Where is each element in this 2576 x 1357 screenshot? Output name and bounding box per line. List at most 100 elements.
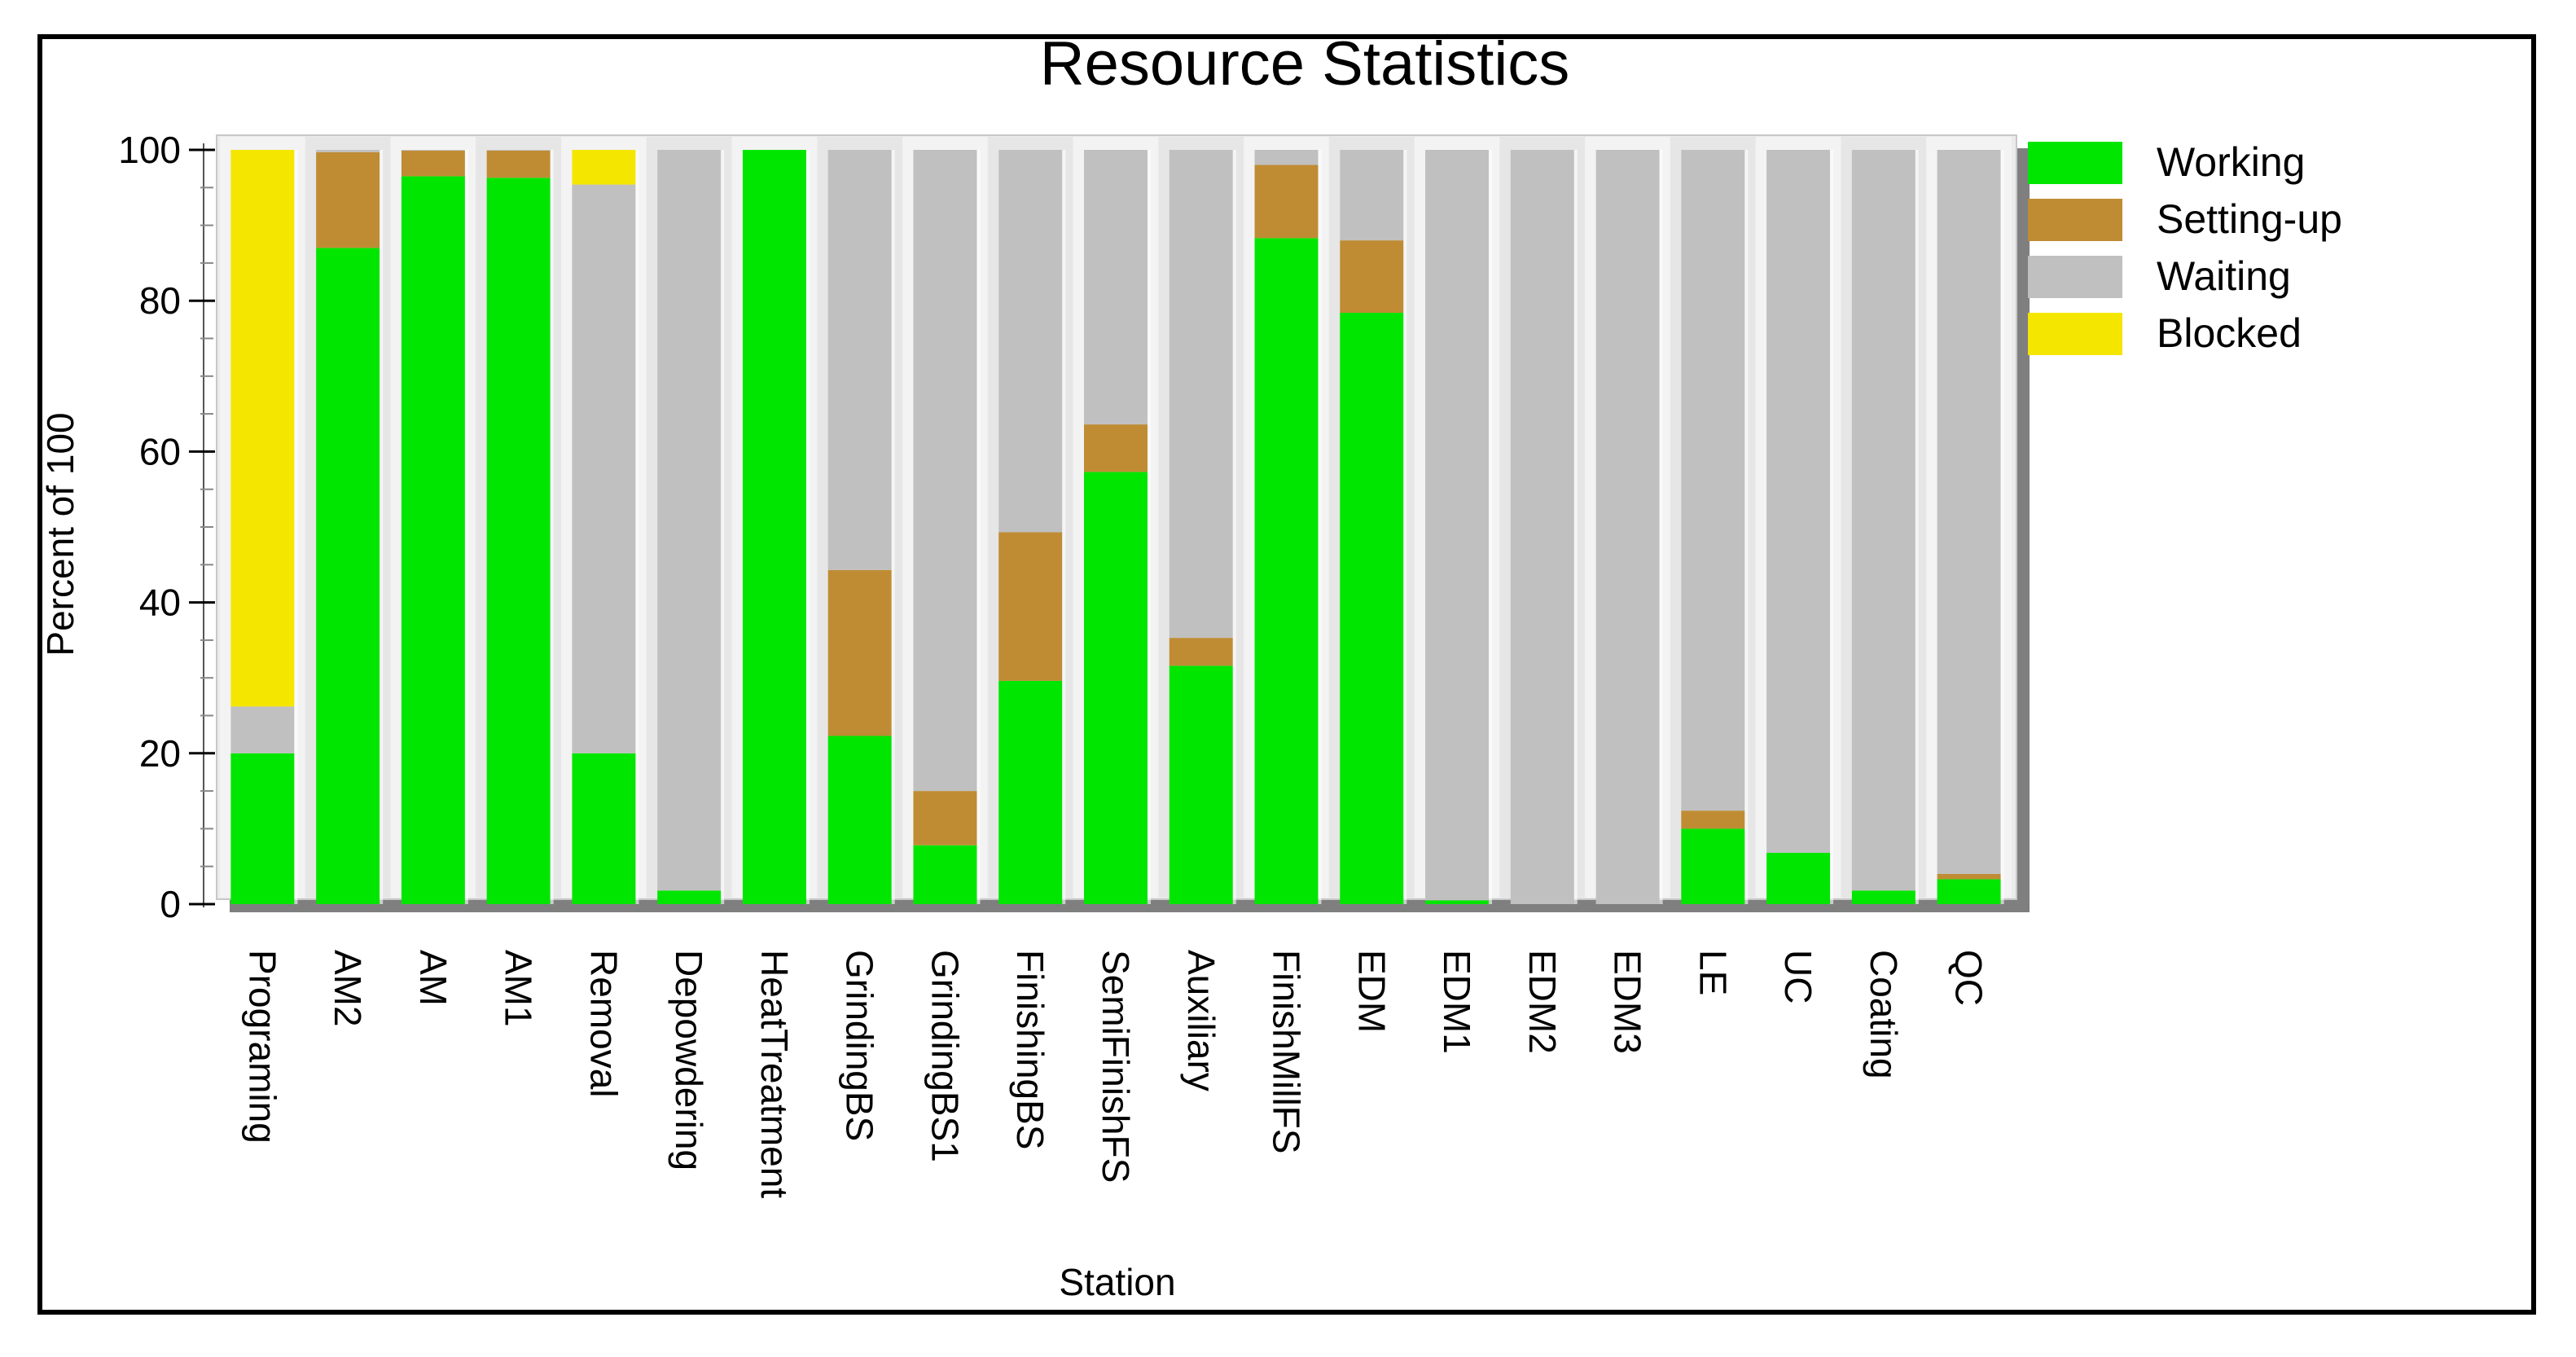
- legend-label-blocked: Blocked: [2157, 310, 2302, 356]
- legend-swatch-working: [2028, 142, 2122, 184]
- bar-working-am1: [486, 178, 551, 905]
- legend-label-waiting: Waiting: [2157, 253, 2291, 299]
- y-tick-label: 20: [139, 732, 181, 775]
- x-tick-label-programing: Programing: [241, 950, 283, 1144]
- bar-edge-coating: [1915, 150, 1919, 904]
- bar-edge-finishingbs: [1062, 150, 1066, 904]
- bar-waiting-removal: [572, 184, 636, 753]
- bar-waiting-auxiliary: [1169, 150, 1233, 639]
- y-tick-label: 100: [118, 129, 181, 171]
- bar-working-finishingbs: [998, 680, 1063, 904]
- bar-working-edm: [1340, 313, 1404, 904]
- bar-working-auxiliary: [1169, 665, 1233, 904]
- bar-setting-up-grindingbs: [827, 569, 892, 736]
- legend-swatch-waiting: [2028, 256, 2122, 298]
- legend-swatch-setting-up: [2028, 199, 2122, 241]
- bar-working-le: [1681, 828, 1745, 904]
- bar-setting-up-grindingbs1: [913, 791, 977, 845]
- x-tick-label-edm1: EDM1: [1436, 950, 1478, 1054]
- bar-working-heattreatment: [742, 150, 806, 904]
- x-tick-label-le: LE: [1692, 950, 1734, 995]
- bar-blocked-programing: [230, 150, 295, 707]
- bar-waiting-edm2: [1510, 150, 1574, 904]
- bar-working-finishmillfs: [1254, 238, 1319, 904]
- x-tick-label-am1: AM1: [498, 950, 540, 1027]
- bar-edge-am2: [380, 150, 384, 904]
- bar-edge-edm2: [1573, 150, 1578, 904]
- bar-waiting-finishmillfs: [1254, 150, 1319, 165]
- bar-waiting-uc: [1766, 150, 1831, 854]
- bar-working-depowdering: [657, 890, 722, 904]
- bar-blocked-removal: [572, 150, 636, 185]
- y-tick-label: 0: [160, 883, 181, 925]
- bar-edge-semifinishfs: [1148, 150, 1151, 904]
- bar-working-programing: [230, 753, 295, 904]
- bar-edge-uc: [1830, 150, 1834, 904]
- legend-swatch-blocked: [2028, 313, 2122, 355]
- bar-working-am: [401, 176, 465, 904]
- bar-setting-up-am: [401, 150, 465, 177]
- bar-edge-auxiliary: [1232, 150, 1236, 904]
- bar-edge-edm: [1403, 150, 1407, 904]
- bar-setting-up-finishmillfs: [1254, 165, 1319, 239]
- legend: Working Setting-up Waiting Blocked: [2028, 139, 2342, 356]
- x-tick-label-auxiliary: Auxiliary: [1180, 950, 1222, 1091]
- bar-edge-le: [1744, 150, 1749, 904]
- bar-edge-removal: [635, 150, 639, 904]
- bar-waiting-finishingbs: [998, 150, 1063, 533]
- bar-working-grindingbs: [827, 736, 892, 904]
- bar-waiting-edm3: [1595, 150, 1660, 904]
- bar-edge-qc: [2000, 150, 2004, 904]
- bar-edge-am1: [550, 150, 554, 904]
- bar-waiting-depowdering: [657, 150, 722, 891]
- bar-waiting-am1: [486, 150, 551, 151]
- x-axis-label: Station: [1059, 1261, 1175, 1303]
- x-tick-label-coating: Coating: [1863, 950, 1905, 1079]
- bar-working-uc: [1766, 853, 1831, 904]
- x-tick-label-removal: Removal: [582, 950, 625, 1098]
- y-tick-label: 80: [139, 279, 181, 322]
- bar-setting-up-qc: [1937, 873, 2001, 880]
- bar-working-edm1: [1425, 900, 1490, 904]
- y-tick-label: 60: [139, 430, 181, 472]
- x-tick-label-uc: UC: [1777, 950, 1819, 1003]
- bar-edge-edm3: [1659, 150, 1663, 904]
- bar-working-grindingbs1: [913, 845, 977, 904]
- bar-setting-up-edm: [1340, 240, 1404, 314]
- x-tick-label-edm3: EDM3: [1607, 950, 1649, 1054]
- x-tick-label-semifinishfs: SemiFinishFS: [1095, 950, 1137, 1183]
- bar-setting-up-auxiliary: [1169, 638, 1233, 666]
- bar-waiting-programing: [230, 706, 295, 753]
- bar-waiting-am2: [316, 150, 380, 152]
- bar-edge-finishmillfs: [1318, 150, 1322, 904]
- bar-setting-up-semifinishfs: [1084, 424, 1148, 472]
- plot-area: [216, 134, 2030, 912]
- x-tick-label-finishmillfs: FinishMillFS: [1266, 950, 1308, 1153]
- legend-label-working: Working: [2157, 139, 2305, 185]
- bar-edge-depowdering: [721, 150, 725, 904]
- x-tick-label-depowdering: Depowdering: [668, 950, 710, 1170]
- bar-edge-heattreatment: [805, 150, 810, 904]
- bar-edge-edm1: [1489, 150, 1493, 904]
- x-tick-label-am: AM: [412, 950, 454, 1006]
- x-axis: Programing AM2 AM AM1 Removal Depowdering Heat…: [241, 950, 1990, 1198]
- bar-waiting-edm1: [1425, 150, 1490, 901]
- bar-waiting-semifinishfs: [1084, 150, 1148, 425]
- bar-waiting-le: [1681, 150, 1745, 811]
- bar-setting-up-am2: [316, 152, 380, 248]
- legend-label-setting-up: Setting-up: [2157, 196, 2342, 242]
- bar-waiting-grindingbs1: [913, 150, 977, 792]
- bar-waiting-am: [401, 150, 465, 151]
- bar-working-coating: [1851, 890, 1916, 904]
- x-tick-label-edm: EDM: [1350, 950, 1393, 1033]
- bar-working-am2: [316, 248, 380, 904]
- bar-setting-up-am1: [486, 150, 551, 178]
- x-tick-label-am2: AM2: [327, 950, 369, 1027]
- chart-title: Resource Statistics: [1040, 29, 1569, 99]
- x-tick-label-grindingbs: GrindingBS: [839, 950, 881, 1141]
- bar-working-qc: [1937, 879, 2001, 904]
- bar-setting-up-le: [1681, 810, 1745, 829]
- bar-edge-grindingbs: [891, 150, 895, 904]
- y-axis-label: Percent of 100: [39, 412, 81, 656]
